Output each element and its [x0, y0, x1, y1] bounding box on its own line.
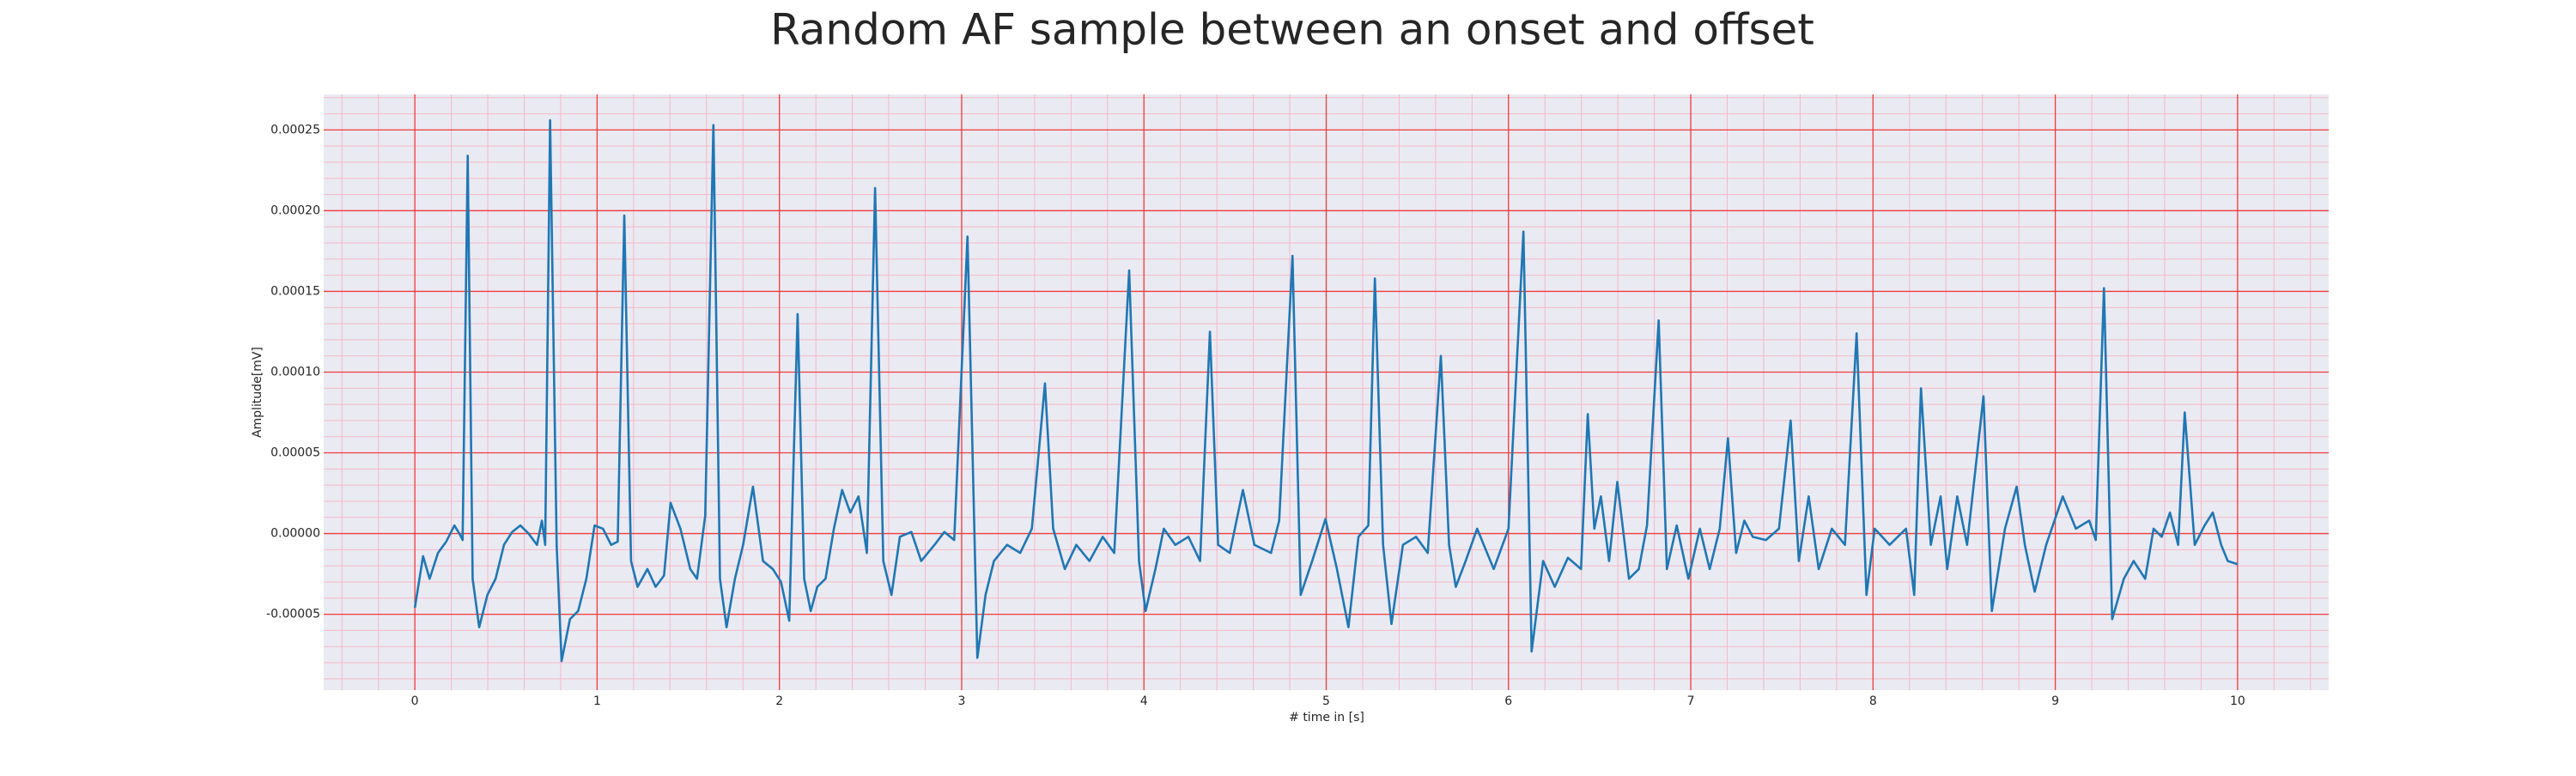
y-tick-label: 0.00025: [270, 123, 320, 136]
y-tick-label: 0.00000: [270, 527, 320, 541]
x-axis-label: # time in [s]: [1289, 711, 1364, 724]
x-tick-label: 3: [957, 694, 965, 708]
y-tick-label: 0.00015: [270, 284, 320, 298]
x-tick-label: 2: [775, 694, 783, 708]
y-tick-label: 0.00005: [270, 446, 320, 460]
x-tick-label: 10: [2230, 694, 2245, 708]
x-tick-label: 9: [2051, 694, 2059, 708]
x-tick-label: 5: [1322, 694, 1330, 708]
y-tick-label: 0.00020: [270, 203, 320, 217]
signal-line: [413, 118, 2239, 663]
y-tick-label: -0.00005: [266, 608, 320, 621]
grid: [324, 94, 2329, 690]
x-tick-label: 6: [1504, 694, 1512, 708]
x-tick-label: 8: [1869, 694, 1877, 708]
x-tick-label: 0: [411, 694, 419, 708]
chart-title: Random AF sample between an onset and of…: [770, 5, 1814, 55]
y-tick-label: 0.00010: [270, 365, 320, 379]
marks: [413, 118, 2239, 663]
y-axis-label: Amplitude[mV]: [251, 347, 264, 438]
x-tick-label: 1: [593, 694, 601, 708]
x-tick-label: 4: [1140, 694, 1148, 708]
x-tick-label: 7: [1687, 694, 1695, 708]
